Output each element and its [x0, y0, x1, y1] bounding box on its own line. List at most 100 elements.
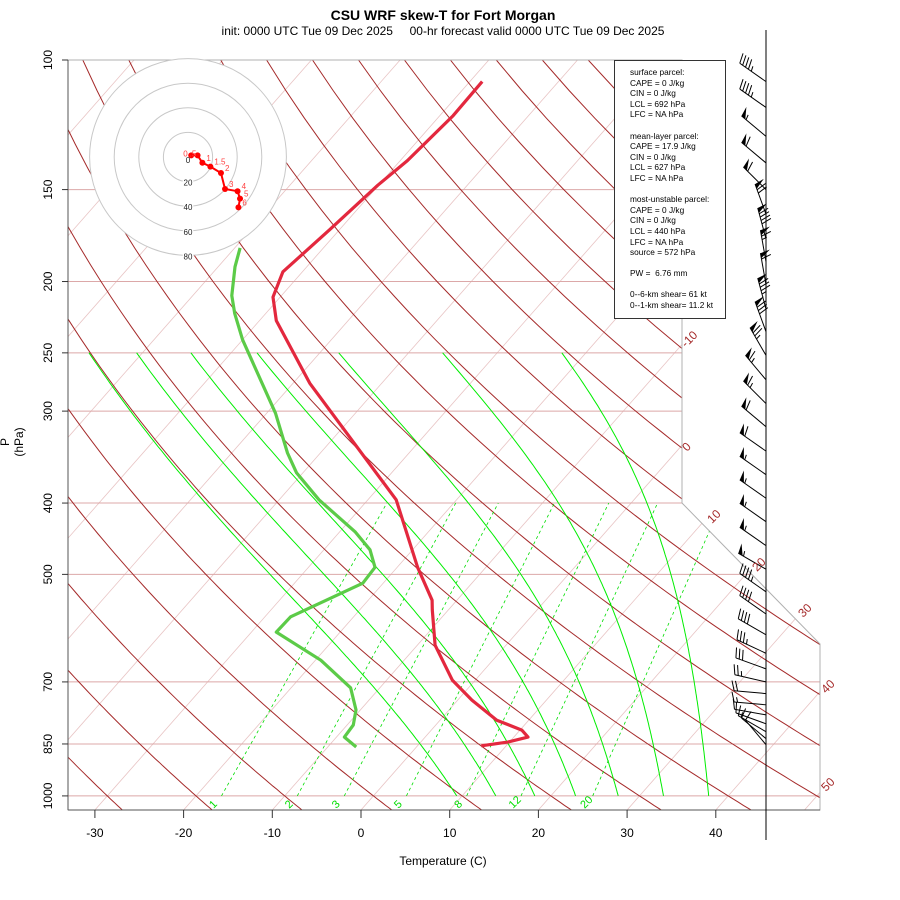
wind-barb	[731, 680, 767, 695]
wind-barb-feather	[733, 664, 736, 675]
wind-barb-feather	[740, 610, 745, 621]
wind-barb-staff	[738, 618, 767, 636]
wind-barb-staff	[745, 719, 767, 746]
info-line: LFC = NA hPa	[630, 109, 684, 120]
wind-barb-feather	[742, 632, 746, 643]
wind-barb-feather	[761, 217, 772, 225]
wind-barb-staff	[759, 253, 767, 285]
wind-barbs	[731, 53, 772, 746]
hodograph-point-label: 3	[229, 180, 234, 189]
wind-barb	[738, 543, 767, 570]
info-line: LCL = 627 hPa	[630, 162, 686, 173]
mixing-ratio-line	[592, 502, 723, 797]
wind-barb-pennant	[750, 320, 758, 333]
x-tick-label: 40	[709, 826, 723, 840]
info-line: mean-layer parcel:	[630, 130, 699, 141]
wind-barb-feather	[759, 211, 770, 218]
wind-barb-feather	[746, 613, 751, 625]
wind-barb	[739, 493, 767, 523]
wind-barb-feather	[743, 611, 748, 623]
wind-barb-half-feather	[751, 357, 755, 363]
wind-barb-feather	[752, 324, 761, 334]
hodograph-ring-label: 40	[184, 203, 193, 212]
hodograph-point	[199, 159, 206, 166]
wind-barb-half-feather	[756, 334, 761, 340]
wind-barb-feather	[739, 585, 744, 596]
wind-barb-feather	[745, 400, 751, 411]
info-line: CIN = 0 J/kg	[630, 151, 676, 162]
wind-barb	[739, 79, 767, 108]
dewpoint-profile-line	[230, 247, 377, 749]
wind-barb-feather	[742, 649, 744, 661]
wind-barb-feather	[756, 183, 766, 191]
wind-barb	[736, 629, 767, 654]
wind-barb	[757, 273, 771, 310]
wind-barb-feather	[731, 680, 735, 691]
wind-barb-feather	[747, 161, 754, 172]
isotherm-line	[802, 60, 820, 810]
info-line: 0--1-km shear= 11.2 kt	[630, 300, 714, 311]
isotherm-line	[536, 60, 820, 810]
hodograph-ring-label: 60	[184, 228, 193, 237]
wind-barb-feather	[759, 278, 769, 285]
moist-adiabat-line	[136, 352, 497, 797]
wind-barb-half-feather	[750, 91, 754, 98]
y-tick-label: 150	[41, 179, 55, 199]
wind-barb-feather	[761, 253, 772, 260]
isotherm-label: 40	[818, 677, 838, 697]
dry-adiabat-line	[68, 60, 305, 810]
wind-barb-staff	[734, 674, 767, 683]
wind-barb-feather	[737, 608, 742, 619]
wind-barb-staff	[749, 327, 767, 356]
wind-barb-feather	[759, 207, 769, 215]
info-line: surface parcel:	[630, 67, 685, 77]
hodograph-ring-label: 0	[186, 156, 191, 165]
hodograph-point	[222, 185, 229, 192]
wind-barb-feather	[747, 85, 753, 96]
wind-barb-staff	[739, 526, 767, 547]
wind-barb-feather	[745, 711, 752, 721]
wind-barb	[741, 397, 767, 428]
wind-barb-feather	[745, 567, 750, 578]
wind-barb	[739, 446, 767, 476]
wind-barb-staff	[739, 62, 767, 83]
wind-barb-staff	[739, 455, 767, 476]
wind-barb	[754, 296, 769, 332]
y-tick-label: 500	[41, 564, 55, 584]
wind-barb	[741, 708, 767, 740]
wind-barb-staff	[739, 479, 767, 499]
wind-barb-half-feather	[749, 382, 754, 388]
wind-barb-pennant	[757, 273, 767, 283]
info-line: LCL = 692 hPa	[630, 98, 686, 109]
wind-barb	[749, 320, 767, 356]
y-tick-label: 100	[41, 50, 55, 70]
hodograph-point	[235, 204, 242, 211]
wind-barb-half-feather	[746, 638, 748, 645]
wind-barb-pennant	[757, 203, 767, 213]
wind-barb	[741, 106, 767, 137]
isotherm-label: 30	[795, 601, 815, 621]
wind-barb-half-feather	[744, 454, 747, 460]
mixing-ratio-line	[466, 502, 610, 797]
wind-barb-half-feather	[742, 551, 746, 557]
wind-barb-staff	[741, 115, 767, 137]
wind-barb-pennant	[739, 470, 744, 483]
dry-adiabat-line	[128, 60, 820, 810]
hodograph-point-label: 1	[206, 154, 211, 163]
dry-adiabat-line	[68, 60, 395, 810]
wind-barb-staff	[739, 573, 767, 593]
hodograph-point	[234, 188, 241, 195]
isotherm-line	[68, 60, 578, 810]
wind-barb-staff	[735, 712, 767, 725]
wind-barb-staff	[743, 380, 767, 404]
wind-barb	[741, 133, 767, 164]
wind-barb-staff	[754, 301, 767, 332]
isotherm-line	[625, 60, 820, 810]
wind-barb-half-feather	[744, 478, 747, 484]
moist-adiabat-line	[338, 352, 619, 797]
mixing-ratio-line	[343, 502, 499, 797]
chart-title: CSU WRF skew-T for Fort Morgan	[330, 7, 556, 23]
wind-barb	[733, 664, 767, 683]
hodograph-ring-label: 20	[184, 179, 193, 188]
wind-barb	[739, 53, 767, 83]
